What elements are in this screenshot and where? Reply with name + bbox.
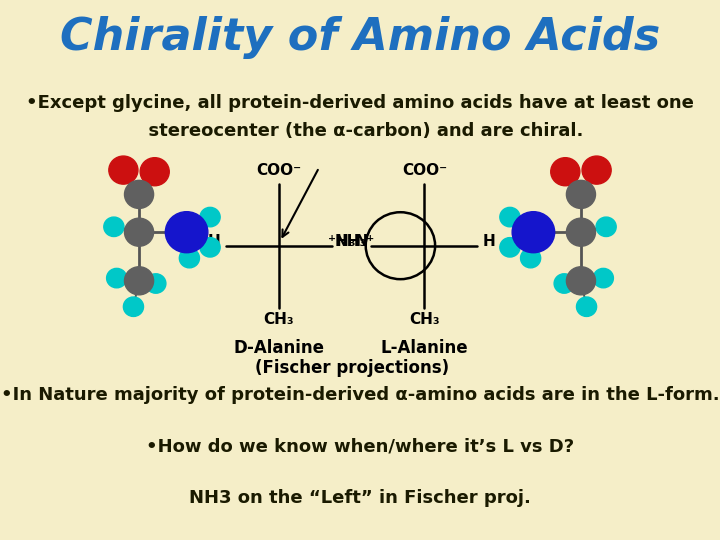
Text: stereocenter (the α-carbon) and are chiral.: stereocenter (the α-carbon) and are chir… [136, 122, 584, 139]
Text: D-Alanine: D-Alanine [233, 339, 325, 357]
Circle shape [125, 180, 153, 208]
Circle shape [596, 217, 616, 237]
Text: •How do we know when/where it’s L vs D?: •How do we know when/where it’s L vs D? [146, 437, 574, 455]
Text: •In Nature majority of protein-derived α-amino acids are in the L-form.: •In Nature majority of protein-derived α… [1, 386, 719, 404]
Circle shape [140, 158, 169, 186]
Text: CH₃: CH₃ [264, 312, 294, 327]
Circle shape [125, 218, 153, 246]
Text: NH3 on the “Left” in Fischer proj.: NH3 on the “Left” in Fischer proj. [189, 489, 531, 507]
Text: L-Alanine: L-Alanine [380, 339, 468, 357]
Text: H: H [483, 234, 496, 249]
Circle shape [104, 217, 124, 237]
Text: Chirality of Amino Acids: Chirality of Amino Acids [60, 16, 660, 59]
Circle shape [521, 248, 541, 268]
Circle shape [500, 207, 520, 227]
Circle shape [123, 297, 143, 316]
Circle shape [107, 268, 127, 288]
Text: COO⁻: COO⁻ [256, 163, 302, 178]
Circle shape [145, 274, 166, 293]
Circle shape [125, 267, 153, 295]
Text: CH₃: CH₃ [409, 312, 440, 327]
Text: •Except glycine, all protein-derived amino acids have at least one: •Except glycine, all protein-derived ami… [26, 94, 694, 112]
Circle shape [109, 156, 138, 184]
Circle shape [567, 218, 595, 246]
Circle shape [593, 268, 613, 288]
Text: NH₃⁺: NH₃⁺ [335, 234, 375, 249]
Circle shape [179, 248, 199, 268]
Circle shape [200, 207, 220, 227]
Circle shape [567, 180, 595, 208]
Text: COO⁻: COO⁻ [402, 163, 447, 178]
Circle shape [500, 238, 520, 257]
Circle shape [512, 212, 554, 253]
Text: (Fischer projections): (Fischer projections) [255, 359, 449, 377]
Circle shape [567, 267, 595, 295]
Circle shape [551, 158, 580, 186]
Circle shape [554, 274, 575, 293]
Circle shape [577, 297, 597, 316]
Circle shape [166, 212, 208, 253]
Circle shape [200, 238, 220, 257]
Text: ⁺H₃N: ⁺H₃N [328, 234, 369, 249]
Circle shape [582, 156, 611, 184]
Text: H: H [207, 234, 220, 249]
